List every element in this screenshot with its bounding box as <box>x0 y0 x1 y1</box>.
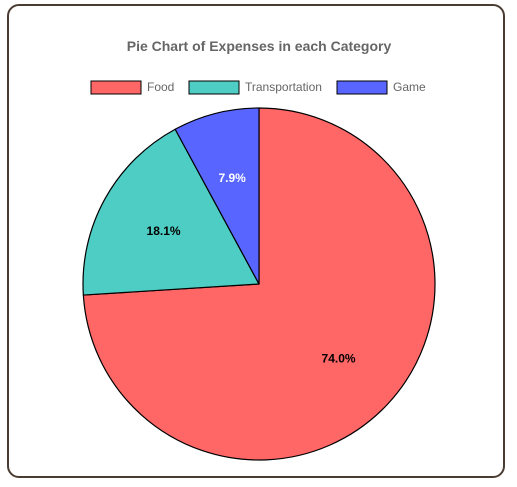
slice-label-game: 7.9% <box>219 171 247 185</box>
pie-slice-transportation <box>82 128 260 296</box>
legend-label-food: Food <box>147 80 174 94</box>
pie-slice-labels: 74.0% 18.1% 7.9% <box>147 171 356 365</box>
pie-slices <box>82 107 436 461</box>
legend-swatch-transportation <box>188 80 240 95</box>
legend-label-transportation: Transportation <box>245 80 322 94</box>
pie-slice-game <box>174 107 260 285</box>
legend-swatch-game <box>336 80 388 95</box>
slice-label-transportation: 18.1% <box>147 224 181 238</box>
chart-legend: Food Transportation Game <box>90 80 426 95</box>
legend-label-game: Game <box>393 80 426 94</box>
chart-title: Pie Chart of Expenses in each Category <box>127 38 392 54</box>
legend-swatch-food <box>90 80 142 95</box>
slice-label-food: 74.0% <box>322 352 356 366</box>
